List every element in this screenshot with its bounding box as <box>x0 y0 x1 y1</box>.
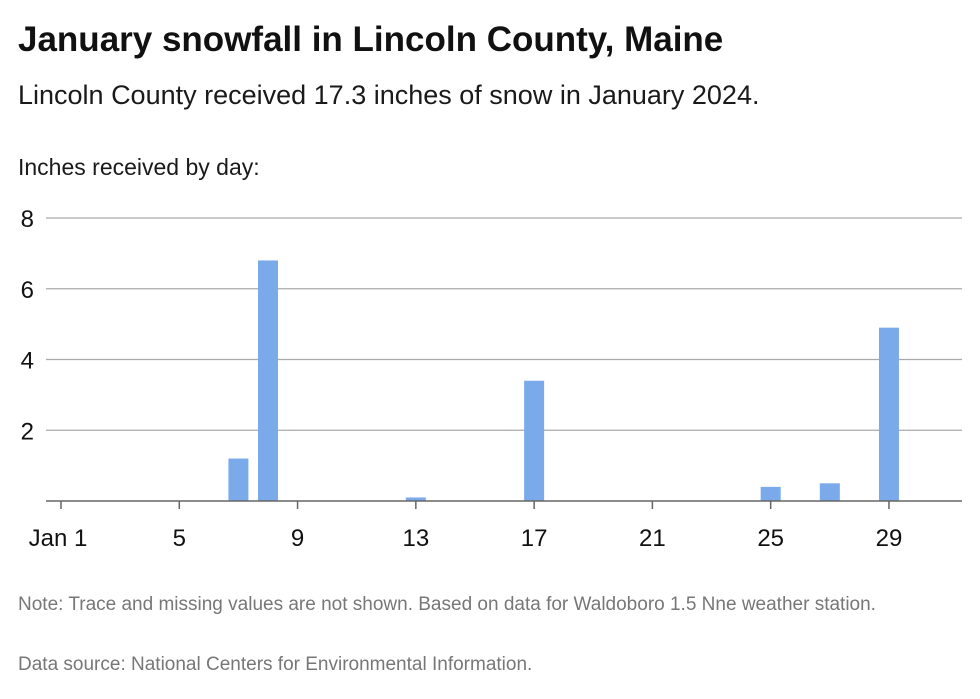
x-tick-label-25: 25 <box>757 525 784 552</box>
bar-day-7 <box>228 458 249 501</box>
bar-day-17 <box>524 380 545 501</box>
tick-labels: 2 4 6 8 Jan 1 5 9 13 17 21 25 29 <box>21 206 903 552</box>
y-tick-label-4: 4 <box>21 348 34 375</box>
y-tick-label-8: 8 <box>21 206 34 233</box>
y-tick-label-2: 2 <box>21 418 34 445</box>
bar-day-8 <box>257 260 278 501</box>
y-tick-label-6: 6 <box>21 277 34 304</box>
x-tick-label-1: Jan 1 <box>29 525 88 552</box>
x-tick-label-29: 29 <box>876 525 903 552</box>
y-axis-label: Inches received by day: <box>18 154 260 180</box>
bar-day-13 <box>405 497 426 501</box>
snowfall-bar-chart: 2 4 6 8 Jan 1 5 9 13 17 21 25 29 <box>21 206 962 552</box>
x-tick-label-9: 9 <box>291 525 304 552</box>
chart-title: January snowfall in Lincoln County, Main… <box>18 20 724 59</box>
bars <box>228 260 899 501</box>
data-source: Data source: National Centers for Enviro… <box>18 654 533 675</box>
x-tick-label-21: 21 <box>639 525 666 552</box>
chart-note: Note: Trace and missing values are not s… <box>18 594 876 615</box>
gridlines <box>46 217 962 431</box>
bar-day-27 <box>819 483 840 501</box>
x-tick-label-13: 13 <box>402 525 429 552</box>
bar-day-29 <box>878 327 899 501</box>
bar-day-25 <box>760 486 781 501</box>
x-axis <box>46 500 962 509</box>
chart-subtitle: Lincoln County received 17.3 inches of s… <box>18 80 760 110</box>
x-tick-label-5: 5 <box>173 525 186 552</box>
x-tick-label-17: 17 <box>521 525 548 552</box>
